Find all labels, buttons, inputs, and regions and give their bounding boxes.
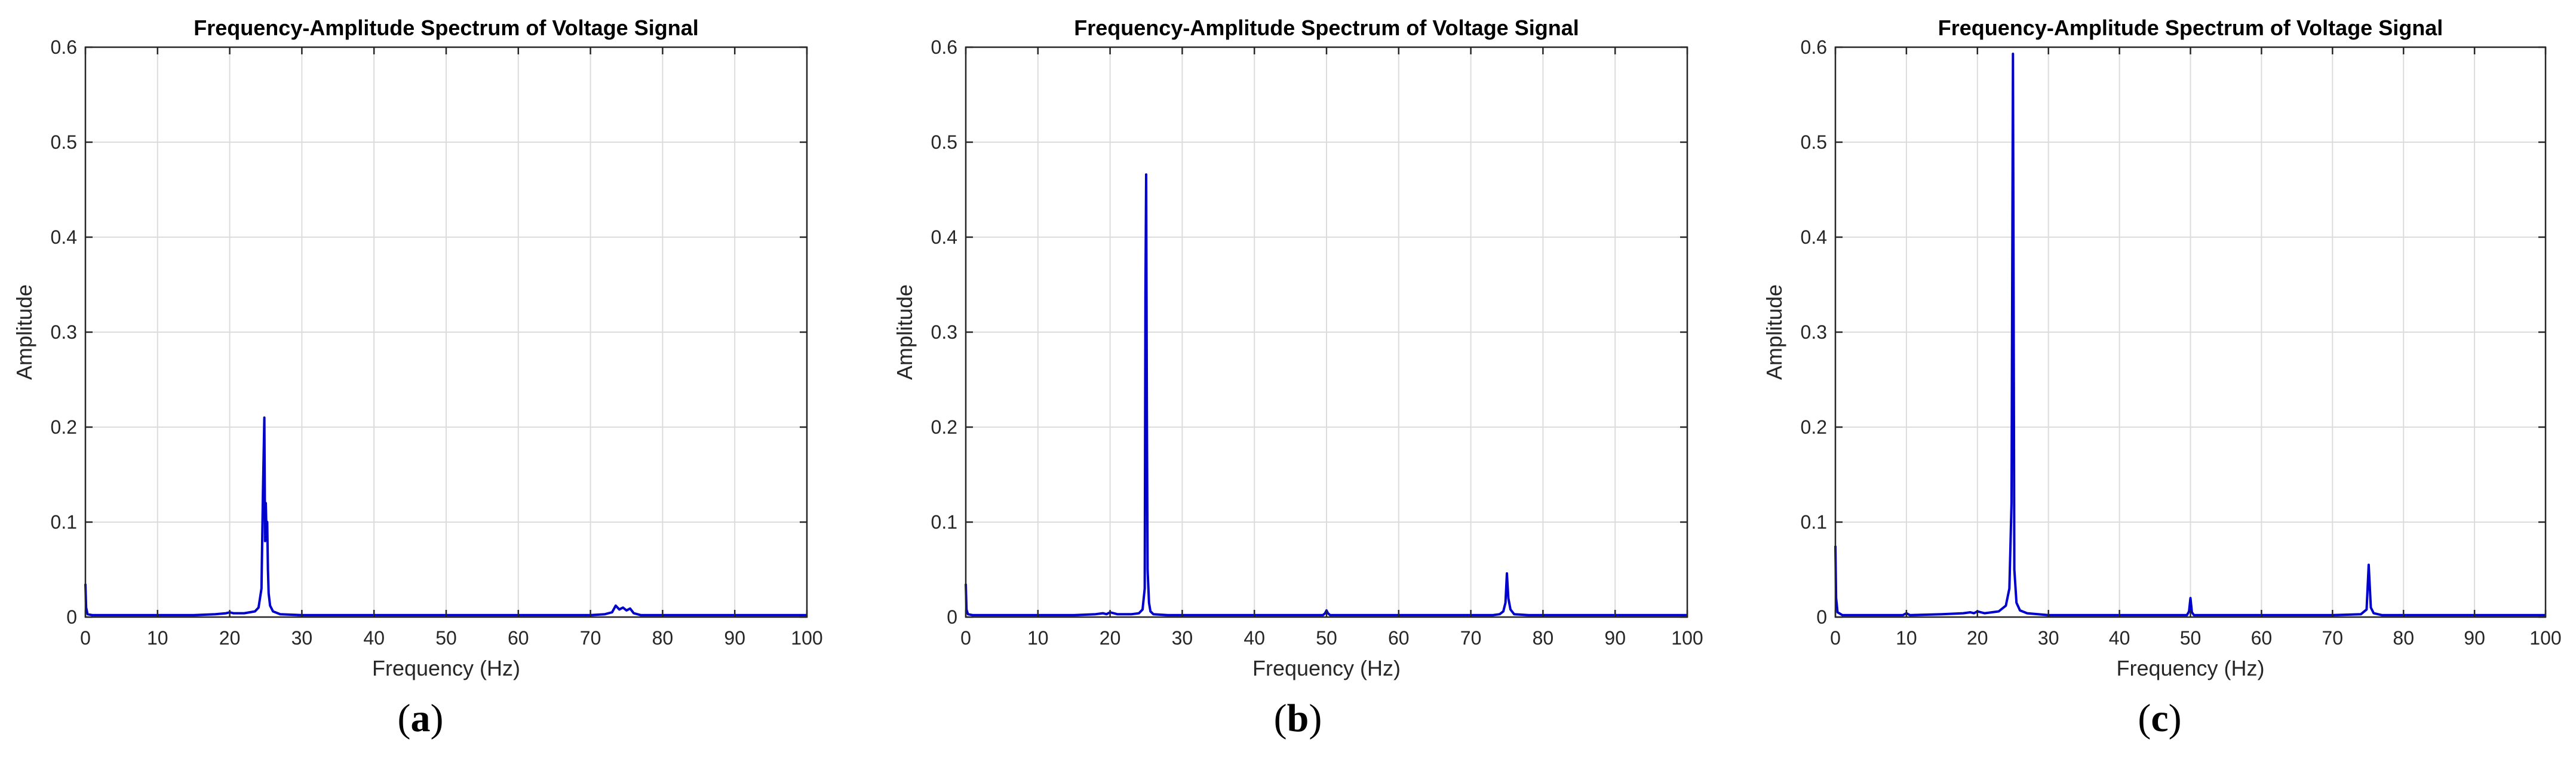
y-tick-label: 0.4 — [931, 226, 957, 248]
chart-title: Frequency-Amplitude Spectrum of Voltage … — [1938, 16, 2443, 40]
y-tick-label: 0.1 — [1801, 511, 1827, 533]
y-tick-label: 0.5 — [1801, 131, 1827, 153]
y-tick-label: 0 — [947, 606, 957, 628]
x-tick-label: 20 — [1100, 627, 1121, 649]
x-axis-label: Frequency (Hz) — [372, 656, 520, 680]
series-line — [965, 173, 1687, 616]
y-tick-label: 0.3 — [51, 321, 77, 343]
x-tick-label: 80 — [652, 627, 674, 649]
panel-label-a: (a) — [397, 697, 444, 740]
y-axis-label: Amplitude — [1762, 284, 1786, 380]
x-tick-label: 60 — [1388, 627, 1410, 649]
x-tick-label: 40 — [1244, 627, 1265, 649]
y-tick-label: 0.5 — [931, 131, 957, 153]
y-tick-label: 0.4 — [51, 226, 77, 248]
y-tick-label: 0.4 — [1801, 226, 1827, 248]
series-line — [1834, 53, 2546, 616]
x-tick-label: 10 — [147, 627, 168, 649]
y-tick-label: 0.6 — [51, 36, 77, 58]
x-tick-label: 100 — [1671, 627, 1703, 649]
x-tick-label: 90 — [724, 627, 745, 649]
x-tick-label: 40 — [363, 627, 385, 649]
chart-title: Frequency-Amplitude Spectrum of Voltage … — [1074, 16, 1579, 40]
y-tick-label: 0.3 — [931, 321, 957, 343]
y-tick-label: 0.2 — [51, 416, 77, 438]
y-tick-label: 0.2 — [931, 416, 957, 438]
panel-label-c: (c) — [2138, 697, 2182, 740]
y-axis-label: Amplitude — [12, 284, 36, 380]
x-tick-label: 60 — [2251, 627, 2273, 649]
x-tick-label: 90 — [1604, 627, 1626, 649]
x-axis-label: Frequency (Hz) — [2116, 656, 2264, 680]
y-tick-label: 0 — [66, 606, 77, 628]
x-tick-label: 70 — [580, 627, 601, 649]
series-line — [84, 416, 807, 616]
x-tick-label: 30 — [1172, 627, 1193, 649]
x-tick-label: 70 — [2322, 627, 2344, 649]
x-tick-label: 100 — [791, 627, 822, 649]
x-tick-label: 70 — [1460, 627, 1482, 649]
x-tick-label: 50 — [2180, 627, 2202, 649]
x-tick-label: 50 — [1316, 627, 1337, 649]
x-tick-label: 100 — [2529, 627, 2561, 649]
x-tick-label: 10 — [1896, 627, 1917, 649]
chart-panel-a: 0 10 20 30 40 50 60 70 80 90 100 0 0.1 0.2 0.3 0.4 0.5 0.… — [12, 16, 823, 680]
x-tick-label: 30 — [2038, 627, 2059, 649]
y-tick-label: 0.5 — [51, 131, 77, 153]
chart-panel-c: 0 10 20 30 40 50 60 70 80 90 100 0 0.1 0.2 0.3 0.4 0.5 0.… — [1762, 16, 2562, 680]
x-tick-label: 30 — [291, 627, 313, 649]
y-tick-label: 0.6 — [931, 36, 957, 58]
x-tick-label: 0 — [80, 627, 91, 649]
y-tick-label: 0 — [1816, 606, 1827, 628]
x-axis-label: Frequency (Hz) — [1252, 656, 1401, 680]
chart-title: Frequency-Amplitude Spectrum of Voltage … — [194, 16, 698, 40]
x-tick-label: 0 — [960, 627, 971, 649]
y-tick-label: 0.2 — [1801, 416, 1827, 438]
x-tick-label: 40 — [2109, 627, 2130, 649]
y-tick-label: 0.1 — [51, 511, 77, 533]
x-tick-label: 60 — [508, 627, 529, 649]
y-tick-label: 0.6 — [1801, 36, 1827, 58]
panel-label-b: (b) — [1273, 697, 1322, 740]
x-tick-label: 0 — [1830, 627, 1841, 649]
x-tick-label: 50 — [435, 627, 457, 649]
y-axis-label: Amplitude — [892, 284, 917, 380]
y-tick-label: 0.1 — [931, 511, 957, 533]
y-tick-label: 0.3 — [1801, 321, 1827, 343]
x-tick-label: 80 — [1533, 627, 1554, 649]
x-tick-label: 90 — [2464, 627, 2485, 649]
x-tick-label: 20 — [1967, 627, 1988, 649]
chart-panel-b: 0 10 20 30 40 50 60 70 80 90 100 0 0.1 0.2 0.3 0.4 0.5 0.… — [892, 16, 1703, 680]
x-tick-label: 80 — [2393, 627, 2414, 649]
x-tick-label: 20 — [219, 627, 241, 649]
x-tick-label: 10 — [1027, 627, 1049, 649]
